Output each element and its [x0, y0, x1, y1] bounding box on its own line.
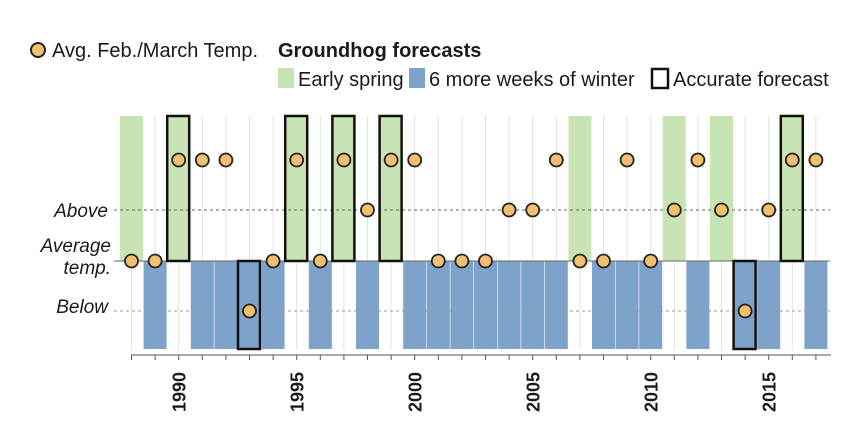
y-label-average-line1: Average — [40, 236, 111, 257]
temp-dot-2016 — [784, 152, 800, 168]
accurate-box-1993 — [236, 259, 262, 351]
temp-dot-2007 — [572, 253, 588, 269]
bar-early-2011 — [662, 116, 686, 261]
bar-early-1988 — [120, 116, 143, 261]
temp-dot-2011 — [666, 202, 682, 218]
bar-winter-2010 — [639, 261, 663, 349]
bar-early-2016 — [780, 116, 804, 261]
bar-winter-2000 — [403, 261, 427, 349]
x-axis: 1990 1995 2000 2005 2010 2015 — [131, 354, 831, 412]
bar-winter-2002 — [450, 261, 474, 349]
temp-dot-1989 — [147, 253, 163, 269]
temp-dot-2002 — [454, 253, 470, 269]
temp-dot-1997 — [336, 152, 352, 168]
temp-dot-2009 — [619, 152, 635, 168]
accurate-box-1995 — [283, 114, 309, 263]
temp-dot-1999 — [383, 152, 399, 168]
temp-dot-2017 — [808, 152, 824, 168]
temp-dot-1992 — [218, 152, 234, 168]
temp-dot-1995 — [289, 152, 305, 168]
temp-dot-2001 — [430, 253, 446, 269]
accurate-box-2014 — [732, 259, 757, 351]
reference-lines — [114, 209, 830, 312]
temp-dot-2015 — [761, 202, 777, 218]
accurate-box-1990 — [165, 114, 191, 263]
accurate-box-1997 — [331, 114, 356, 263]
legend-early-label: Early spring — [298, 69, 404, 91]
bar-winter-2001 — [426, 261, 450, 349]
legend-accurate-swatch — [650, 67, 670, 90]
bar-winter-1991 — [190, 261, 214, 349]
legend-early-swatch — [278, 68, 294, 88]
bar-layer — [120, 116, 828, 349]
temp-dot-2012 — [690, 152, 706, 168]
x-tick-label-1995: 1995 — [288, 372, 308, 412]
legend-title: Groundhog forecasts — [278, 40, 481, 62]
bar-winter-1989 — [143, 261, 167, 349]
x-tick-label-2000: 2000 — [406, 372, 426, 412]
legend-winter-label: 6 more weeks of winter — [429, 69, 635, 91]
temp-dot-1994 — [265, 253, 281, 269]
bar-winter-2017 — [804, 261, 828, 349]
bar-winter-2012 — [686, 261, 710, 349]
y-label-below: Below — [56, 297, 109, 318]
temp-dot-2010 — [643, 253, 659, 269]
bar-winter-2004 — [497, 261, 521, 349]
bar-early-1990 — [167, 116, 191, 261]
bar-winter-1996 — [308, 261, 332, 349]
dot-layer — [124, 152, 824, 319]
bar-winter-1992 — [214, 261, 238, 349]
temp-dot-2008 — [596, 253, 611, 269]
temp-dot-2006 — [548, 152, 564, 168]
temp-dot-2013 — [714, 202, 729, 218]
legend-temp-dot — [30, 42, 46, 58]
bar-winter-2009 — [615, 261, 639, 349]
temp-dot-1988 — [124, 253, 139, 269]
x-tick-label-2015: 2015 — [760, 372, 780, 412]
bar-winter-1994 — [261, 261, 285, 349]
accurate-layer — [165, 114, 805, 351]
x-tick-label-2005: 2005 — [524, 372, 544, 412]
bar-winter-2015 — [757, 261, 781, 349]
temp-dot-1998 — [360, 202, 375, 218]
temp-dot-2000 — [407, 152, 423, 168]
temp-dot-2003 — [478, 253, 493, 269]
y-label-average-line2: temp. — [63, 258, 111, 279]
bar-early-2013 — [710, 116, 733, 261]
x-tick-label-1990: 1990 — [170, 372, 190, 412]
y-labels: Above Average temp. Below — [40, 201, 111, 318]
bar-early-1995 — [285, 116, 309, 261]
legend-winter-swatch — [409, 68, 425, 88]
bar-early-1999 — [379, 116, 403, 261]
legend: Avg. Feb./March Temp. Groundhog forecast… — [30, 40, 829, 91]
temp-dot-1993 — [242, 303, 257, 319]
bar-winter-2008 — [592, 261, 615, 349]
bar-early-1997 — [332, 116, 356, 261]
temp-dot-2005 — [525, 202, 541, 218]
bar-early-2007 — [568, 116, 592, 261]
y-label-above: Above — [53, 201, 108, 222]
legend-accurate-label: Accurate forecast — [673, 69, 829, 91]
bar-winter-2003 — [474, 261, 497, 349]
temp-dot-1990 — [171, 152, 187, 168]
bar-winter-2006 — [544, 261, 568, 349]
bar-winter-2005 — [521, 261, 545, 349]
accurate-box-2016 — [779, 114, 805, 263]
temp-dot-2014 — [737, 303, 753, 319]
accurate-box-1999 — [378, 114, 403, 263]
bar-winter-1998 — [356, 261, 379, 349]
temp-dot-2004 — [501, 202, 517, 218]
legend-temp-label: Avg. Feb./March Temp. — [52, 40, 258, 62]
temp-dot-1996 — [312, 253, 328, 269]
x-tick-label-2010: 2010 — [642, 372, 662, 412]
temp-dot-1991 — [194, 152, 210, 168]
